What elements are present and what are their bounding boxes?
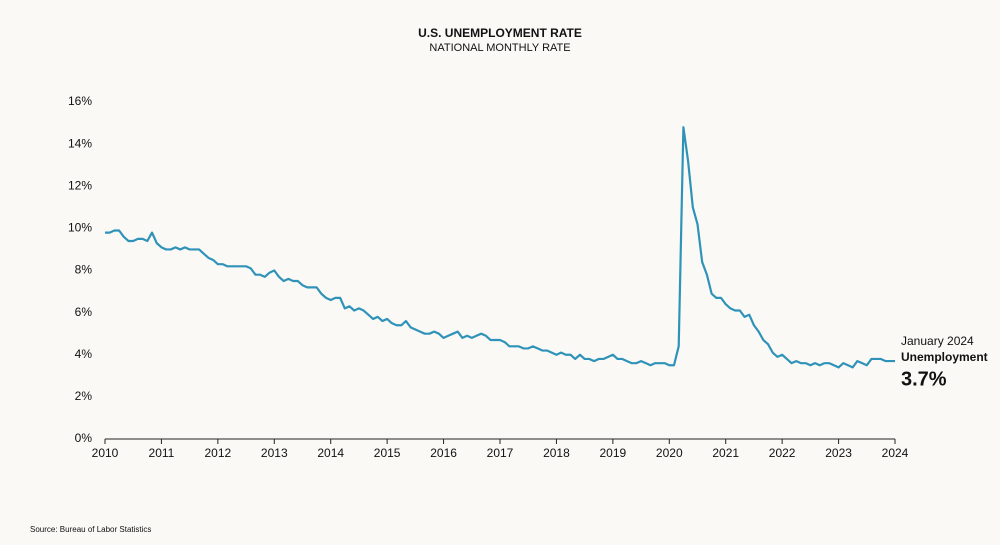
chart-title: U.S. UNEMPLOYMENT RATE [418,26,582,40]
x-tick-label: 2010 [92,446,119,460]
y-tick-label: 8% [75,263,93,277]
x-tick-label: 2020 [656,446,683,460]
y-tick-label: 12% [68,178,92,192]
x-tick-label: 2011 [149,446,175,460]
y-tick-label: 14% [68,136,92,150]
annotation-label: Unemployment [901,350,988,364]
chart-subtitle: NATIONAL MONTHLY RATE [429,42,570,54]
x-tick-label: 2013 [261,446,288,460]
y-tick-label: 2% [75,389,93,403]
y-tick-label: 16% [68,94,92,108]
data-line [105,126,895,369]
x-tick-label: 2015 [374,446,401,460]
x-tick-label: 2019 [600,446,627,460]
x-tick-label: 2021 [712,446,739,460]
x-tick-label: 2022 [769,446,796,460]
x-tick-label: 2024 [882,446,909,460]
y-tick-label: 10% [68,221,92,235]
source-note: Source: Bureau of Labor Statistics [30,525,151,534]
annotation-date: January 2024 [901,334,974,348]
x-tick-label: 2014 [317,446,344,460]
y-tick-label: 4% [75,347,93,361]
annotation-value: 3.7% [901,368,947,390]
y-tick-label: 6% [75,305,93,319]
x-tick-label: 2018 [543,446,570,460]
y-tick-label: 0% [75,431,93,445]
x-tick-label: 2023 [825,446,852,460]
x-tick-label: 2017 [487,446,514,460]
x-tick-label: 2012 [205,446,232,460]
x-tick-label: 2016 [430,446,457,460]
